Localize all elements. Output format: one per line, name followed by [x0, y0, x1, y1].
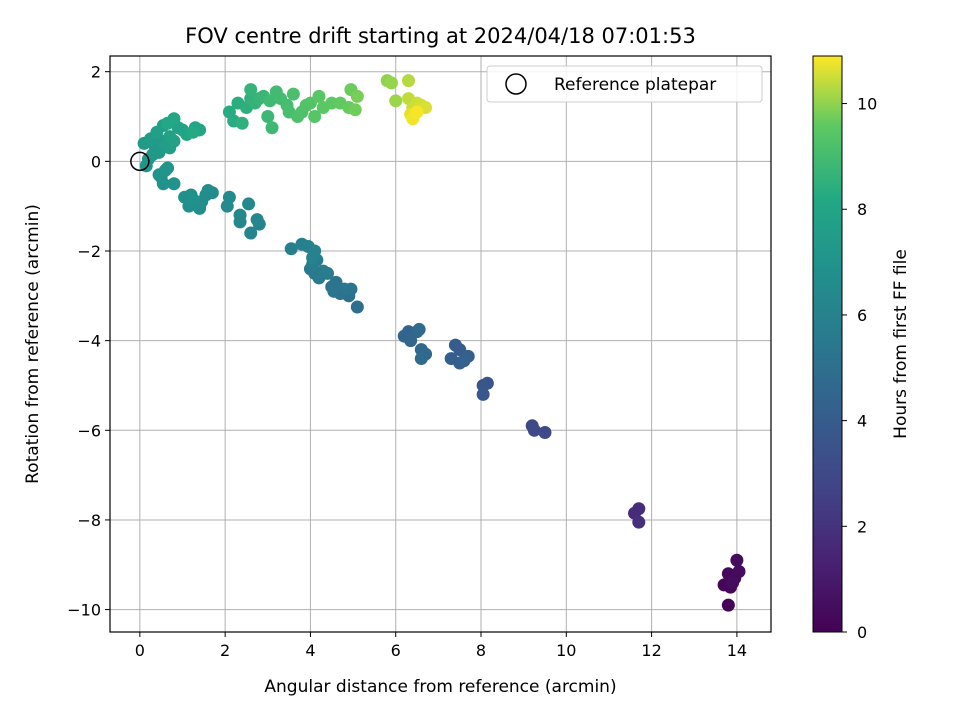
data-point [186, 125, 200, 139]
data-point [320, 266, 334, 280]
grid-lines [110, 56, 771, 632]
data-point [732, 564, 746, 578]
data-point [404, 334, 418, 348]
data-point [233, 208, 247, 222]
colorbar-tick-label: 6 [857, 306, 867, 325]
data-point [261, 110, 275, 124]
data-point [265, 121, 279, 135]
y-axis-label: Rotation from reference (arcmin) [23, 204, 43, 484]
y-tick-label: 0 [91, 152, 101, 171]
x-axis-ticks: 0 2 4 6 8 10 12 14 [135, 632, 747, 660]
colorbar-gradient [812, 55, 843, 633]
plot-frame [109, 55, 772, 633]
data-point [338, 282, 352, 296]
colorbar-ticks: 0 2 4 6 8 10 [842, 95, 877, 642]
x-tick-label: 12 [641, 641, 661, 660]
data-point [167, 177, 181, 191]
x-tick-label: 10 [556, 641, 576, 660]
colorbar-tick-label: 0 [857, 623, 867, 642]
colorbar-tick-label: 8 [857, 200, 867, 219]
data-point [161, 116, 175, 130]
x-tick-label: 4 [305, 641, 315, 660]
reference-marker [130, 151, 150, 172]
data-point [284, 242, 298, 256]
data-point [350, 300, 364, 314]
data-point [410, 105, 424, 119]
data-point [250, 213, 264, 227]
data-point [412, 322, 426, 336]
data-point [286, 87, 300, 101]
data-point [161, 161, 175, 175]
colorbar-label: Hours from first FF file [891, 249, 911, 439]
data-point [348, 103, 362, 117]
data-point [263, 94, 277, 108]
data-point [726, 576, 740, 590]
data-point [244, 83, 258, 97]
y-tick-label: −4 [77, 332, 101, 351]
data-point [306, 251, 320, 265]
data-point [222, 190, 236, 204]
x-tick-label: 2 [220, 641, 230, 660]
data-point [538, 426, 552, 440]
data-point [402, 74, 416, 88]
data-point [389, 94, 403, 108]
data-point [308, 110, 322, 124]
data-points [137, 74, 746, 612]
y-tick-label: −6 [77, 421, 101, 440]
data-point [167, 134, 181, 148]
y-tick-label: 2 [91, 63, 101, 82]
data-point [186, 192, 200, 206]
x-axis-label: Angular distance from reference (arcmin) [264, 677, 616, 697]
data-point [476, 387, 490, 401]
data-point [730, 553, 744, 567]
y-tick-label: −10 [67, 601, 101, 620]
data-point [457, 354, 471, 368]
colorbar-tick-label: 10 [857, 95, 877, 114]
data-point [384, 76, 398, 90]
legend-entry-reference-platepar: Reference platepar [554, 75, 716, 95]
data-point [527, 423, 541, 437]
data-point [312, 89, 326, 103]
legend-box [486, 65, 763, 103]
x-tick-label: 14 [727, 641, 747, 660]
data-point [350, 89, 364, 103]
legend: Reference platepar [486, 65, 763, 103]
data-point [632, 515, 646, 529]
data-point [235, 116, 249, 130]
colorbar-tick-label: 2 [857, 517, 867, 536]
x-tick-label: 0 [135, 641, 145, 660]
y-axis-ticks: −10 −8 −6 −4 −2 0 2 [67, 63, 110, 620]
chart-title: FOV centre drift starting at 2024/04/18 … [185, 24, 696, 48]
data-point [721, 598, 735, 612]
y-tick-label: −2 [77, 242, 101, 261]
data-point [242, 197, 256, 211]
reference-platepar-point [130, 151, 150, 172]
data-point [414, 352, 428, 366]
legend-marker-icon [505, 73, 527, 95]
data-point [244, 226, 258, 240]
x-tick-label: 6 [391, 641, 401, 660]
data-point [632, 502, 646, 516]
x-tick-label: 8 [476, 641, 486, 660]
colorbar: 0 2 4 6 8 10 Hours from first FF file [812, 55, 911, 642]
data-point [327, 284, 341, 298]
y-tick-label: −8 [77, 511, 101, 530]
colorbar-tick-label: 4 [857, 412, 867, 431]
data-point [480, 376, 494, 390]
